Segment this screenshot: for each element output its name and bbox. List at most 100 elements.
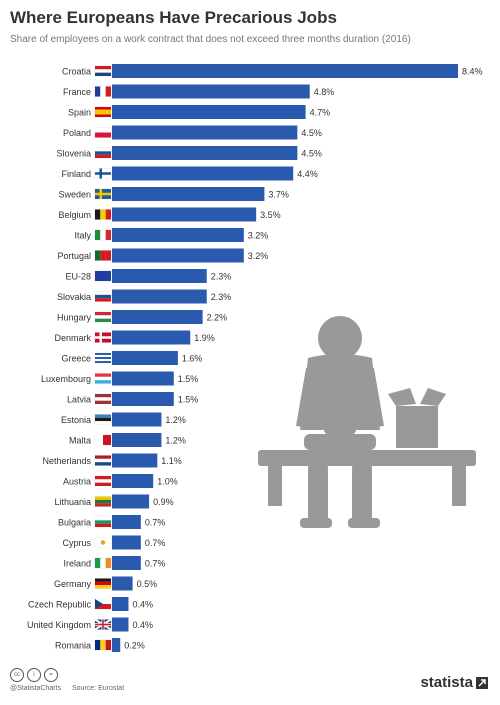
bar [112,228,244,242]
flag-icon [94,434,112,446]
country-label: Croatia [62,67,91,77]
country-label: Luxembourg [41,374,91,384]
bar-row: Poland 4.5% [63,125,322,140]
bar-row: Portugal 3.2% [57,248,269,263]
bar [112,125,298,140]
value-label: 1.5% [178,395,199,405]
flag-icon [94,332,112,343]
value-label: 3.2% [248,251,269,261]
attribution-icon[interactable]: i [27,668,41,682]
country-label: Sweden [58,190,91,200]
value-label: 0.7% [145,559,166,569]
flag-icon [94,106,112,118]
bar-row: Romania 0.2% [55,638,145,652]
bar-row: Malta 1.2% [69,433,186,447]
flag-icon [94,291,112,302]
bar [112,515,141,529]
bar [112,371,174,386]
value-label: 0.7% [145,538,166,548]
flag-icon [94,188,112,200]
bar [112,392,174,406]
value-label: 4.5% [301,149,322,159]
bar-row: Estonia 1.2% [61,412,186,427]
license-icons: cc i = [10,668,58,682]
value-label: 0.5% [137,579,158,589]
value-label: 1.6% [182,354,203,364]
country-label: Belgium [58,210,91,220]
flag-icon [94,250,112,261]
bar-row: Slovenia 4.5% [56,146,322,160]
flag-icon [94,147,112,159]
flag-icon [94,352,112,364]
value-label: 1.5% [178,374,199,384]
bar-row: Croatia 8.4% [62,64,483,78]
bar-row: Luxembourg 1.5% [41,371,199,386]
value-label: 1.9% [194,333,215,343]
cc-icon[interactable]: cc [10,668,24,682]
no-derivatives-icon[interactable]: = [44,668,58,682]
value-label: 0.2% [124,641,145,651]
flag-icon [94,168,112,179]
flag-icon [94,127,112,138]
bar-row: France 4.8% [63,84,334,99]
value-label: 4.4% [297,169,318,179]
bar-row: Greece 1.6% [61,351,202,365]
flag-icon [94,209,112,220]
bar-row: Austria 1.0% [63,474,178,488]
brand-name: statista [420,674,473,691]
bar [112,556,141,570]
bar-row: Slovakia 2.3% [57,289,232,304]
bar-row: Sweden 3.7% [58,187,289,201]
flag-icon [94,598,112,610]
flag-icon [94,229,112,241]
country-label: Spain [68,108,91,118]
chart-subtitle: Share of employees on a work contract th… [10,34,411,45]
value-label: 1.2% [165,415,186,425]
bar [112,248,244,263]
bar-row: Lithuania 0.9% [54,494,174,509]
bar-row: United Kingdom 0.4% [27,617,153,632]
country-label: Poland [63,128,91,138]
country-label: Germany [54,579,92,589]
chart-title: Where Europeans Have Precarious Jobs [10,8,337,27]
country-label: EU-28 [65,272,91,282]
country-label: Slovenia [56,149,91,159]
bar [112,433,162,447]
bar-row: Belgium 3.5% [58,207,281,222]
bar-row: Denmark 1.9% [54,330,215,345]
bar [112,146,298,160]
flag-icon [94,639,112,651]
bar [112,453,158,468]
bar-row: Latvia 1.5% [67,392,198,406]
bar [112,289,207,304]
bar [112,105,306,119]
value-label: 3.2% [248,231,269,241]
flag-icon [94,557,112,569]
bar [112,576,133,591]
country-label: Finland [61,169,91,179]
value-label: 3.7% [268,190,289,200]
social-handle[interactable]: @StatistaCharts [10,685,62,692]
country-label: Estonia [61,415,91,425]
value-label: 0.9% [153,497,174,507]
bar-row: EU-28 2.3% [65,269,231,283]
bar [112,187,265,201]
value-label: 2.3% [211,292,232,302]
country-label: Latvia [67,395,91,405]
flag-icon [94,270,112,282]
statista-logo[interactable]: statista [420,674,488,691]
bar-row: Spain 4.7% [68,105,330,119]
bar [112,638,121,652]
value-label: 0.4% [132,620,153,630]
country-label: Austria [63,477,91,487]
value-label: 2.2% [207,313,228,323]
bar [112,535,141,550]
bar [112,207,257,222]
country-label: Portugal [57,251,91,261]
sad-worker-illustration [258,316,476,528]
bar-row: Germany 0.5% [54,576,158,591]
bar [112,597,129,611]
value-label: 3.5% [260,210,281,220]
value-label: 1.0% [157,477,178,487]
bar [112,412,162,427]
